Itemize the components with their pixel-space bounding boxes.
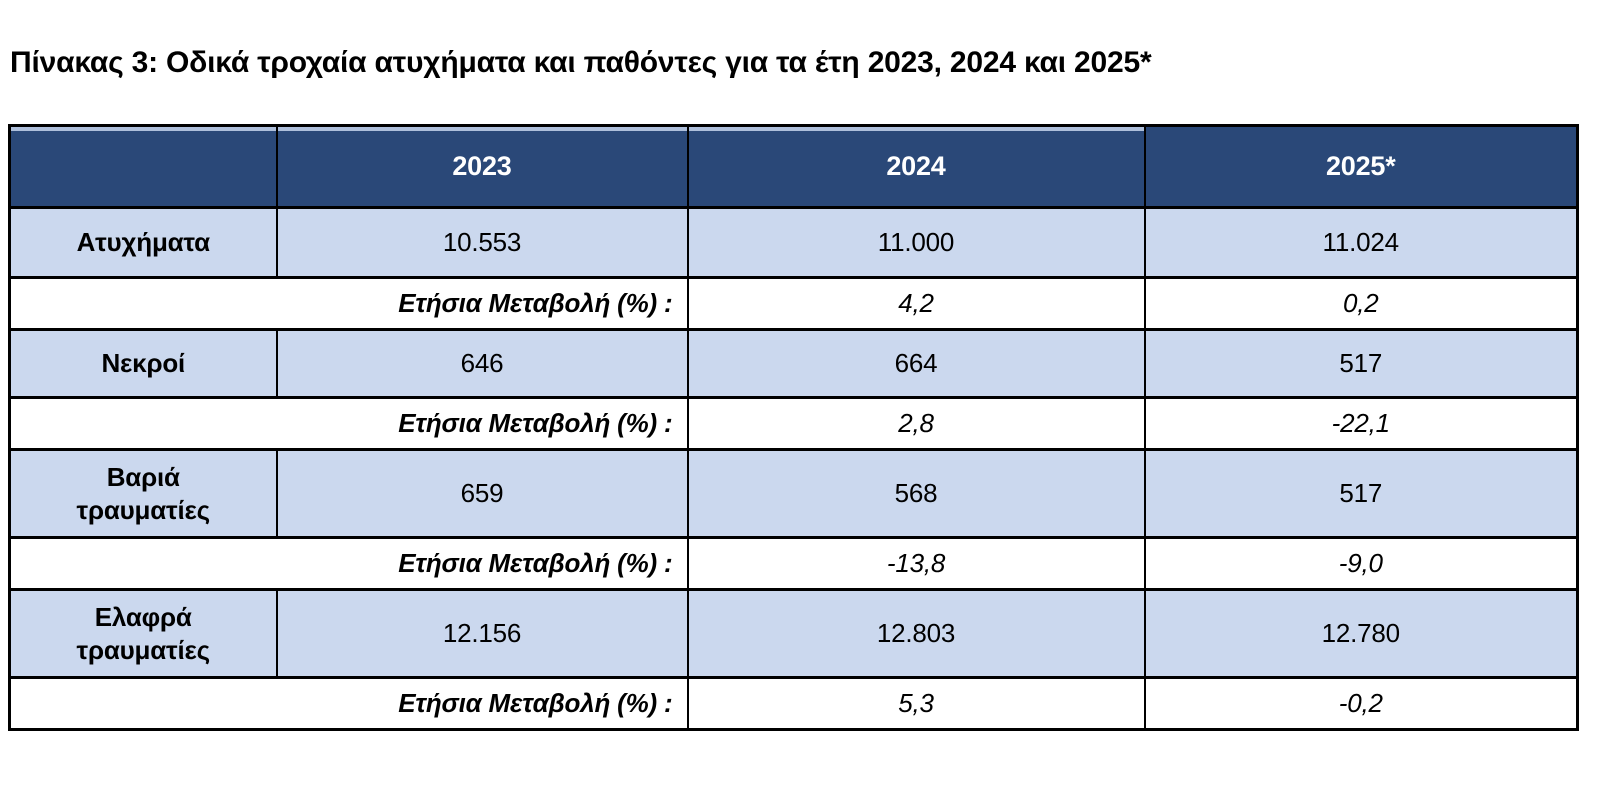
change-accidents-2025: 0,2	[1143, 276, 1579, 331]
change-label: Ετήσια Μεταβολή (%) :	[8, 396, 689, 451]
change-accidents-2024: 4,2	[686, 276, 1146, 331]
value-serious-2024: 568	[686, 448, 1146, 539]
table-row-accidents: Ατυχήματα 10.553 11.000 11.024	[8, 206, 1579, 279]
value-serious-2023: 659	[275, 448, 689, 539]
header-year-2023: 2023	[275, 124, 689, 209]
change-label: Ετήσια Μεταβολή (%) :	[8, 676, 689, 731]
header-year-2024: 2024	[686, 124, 1146, 209]
change-light-2024: 5,3	[686, 676, 1146, 731]
value-fatalities-2025: 517	[1143, 328, 1579, 399]
change-label: Ετήσια Μεταβολή (%) :	[8, 276, 689, 331]
header-row: 2023 2024 2025*	[8, 124, 1579, 209]
value-fatalities-2023: 646	[275, 328, 689, 399]
change-row-accidents: Ετήσια Μεταβολή (%) : 4,2 0,2	[8, 276, 1579, 331]
change-serious-2025: -9,0	[1143, 536, 1579, 591]
table-row-light-injuries: Ελαφρά τραυματίες 12.156 12.803 12.780	[8, 588, 1579, 679]
value-accidents-2024: 11.000	[686, 206, 1146, 279]
change-row-fatalities: Ετήσια Μεταβολή (%) : 2,8 -22,1	[8, 396, 1579, 451]
change-fatalities-2025: -22,1	[1143, 396, 1579, 451]
table-caption: Πίνακας 3: Οδικά τροχαία ατυχήματα και π…	[10, 46, 1152, 79]
change-row-light-injuries: Ετήσια Μεταβολή (%) : 5,3 -0,2	[8, 676, 1579, 731]
header-empty-cell	[8, 124, 278, 209]
value-light-2025: 12.780	[1143, 588, 1579, 679]
row-label-text: Νεκροί	[101, 348, 186, 379]
row-label-accidents: Ατυχήματα	[8, 206, 278, 279]
road-accidents-table: 2023 2024 2025* Ατυχήματα 10.553 11.000 …	[8, 124, 1579, 731]
document-page: Πίνακας 3: Οδικά τροχαία ατυχήματα και π…	[0, 46, 1608, 731]
table-row-serious-injuries: Βαριά τραυματίες 659 568 517	[8, 448, 1579, 539]
value-fatalities-2024: 664	[686, 328, 1146, 399]
change-row-serious-injuries: Ετήσια Μεταβολή (%) : -13,8 -9,0	[8, 536, 1579, 591]
row-label-text: Ατυχήματα	[76, 227, 211, 258]
change-serious-2024: -13,8	[686, 536, 1146, 591]
row-label-fatalities: Νεκροί	[8, 328, 278, 399]
change-label: Ετήσια Μεταβολή (%) :	[8, 536, 689, 591]
table-row-fatalities: Νεκροί 646 664 517	[8, 328, 1579, 399]
value-light-2023: 12.156	[275, 588, 689, 679]
value-light-2024: 12.803	[686, 588, 1146, 679]
row-label-light-injuries: Ελαφρά τραυματίες	[8, 588, 278, 679]
value-serious-2025: 517	[1143, 448, 1579, 539]
change-light-2025: -0,2	[1143, 676, 1579, 731]
row-label-text: Ελαφρά τραυματίες	[76, 602, 211, 665]
row-label-serious-injuries: Βαριά τραυματίες	[8, 448, 278, 539]
change-fatalities-2024: 2,8	[686, 396, 1146, 451]
row-label-text: Βαριά τραυματίες	[76, 462, 211, 525]
value-accidents-2025: 11.024	[1143, 206, 1579, 279]
value-accidents-2023: 10.553	[275, 206, 689, 279]
header-year-2025: 2025*	[1143, 124, 1579, 209]
